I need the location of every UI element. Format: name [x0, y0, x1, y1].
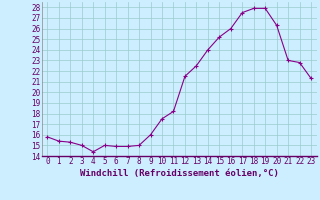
X-axis label: Windchill (Refroidissement éolien,°C): Windchill (Refroidissement éolien,°C) — [80, 169, 279, 178]
